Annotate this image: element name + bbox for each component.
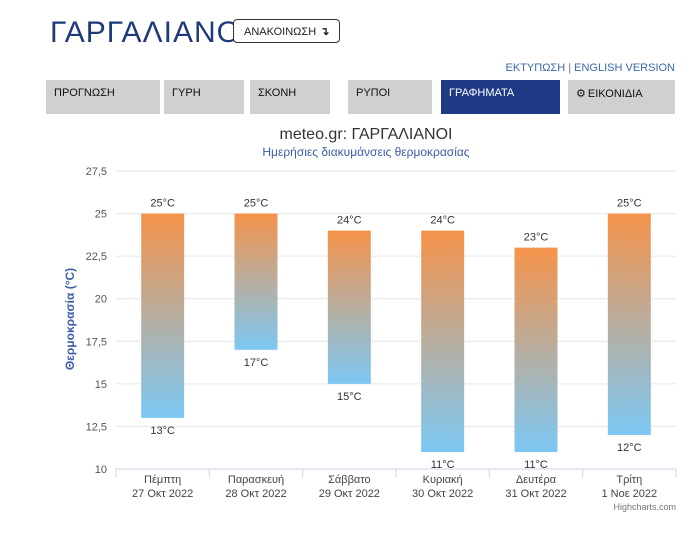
arrow-down-icon: ↴ (320, 26, 330, 38)
x-day-label: Κυριακή (423, 474, 463, 486)
y-grid (115, 170, 677, 477)
notice-button[interactable]: ΑΝΑΚΟΙΝΩΣΗ ↴ (233, 19, 341, 43)
high-label: 24°C (337, 215, 362, 227)
x-day-label: Παρασκευή (228, 474, 284, 486)
tab-icons[interactable]: ⚙ ΕΙΚΟΝΙΔΙΑ (568, 80, 675, 114)
tab-label: ΠΡΟΓΝΩΣΗ (54, 87, 115, 99)
low-label: 13°C (150, 425, 175, 437)
temperature-bar (327, 230, 371, 384)
y-tick-labels: 10 12,5 15 17,5 20 22,5 25 27,5 (86, 166, 107, 476)
bars: 25°C 13°C 25°C 17°C 24°C 15°C 24°C 11°C 23°C 11°C… (141, 198, 651, 471)
low-label: 15°C (337, 391, 362, 403)
low-label: 17°C (244, 357, 269, 369)
tab-label: ΓΡΑΦΗΜΑΤΑ (449, 87, 515, 99)
temperature-bar (421, 230, 465, 452)
tab-charts[interactable]: ΓΡΑΦΗΜΑΤΑ (441, 80, 560, 114)
english-version-link[interactable]: ENGLISH VERSION (574, 62, 675, 74)
high-label: 24°C (430, 215, 455, 227)
x-date-label: 30 Οκτ 2022 (412, 488, 473, 500)
x-day-label: Δευτέρα (516, 474, 557, 486)
page-title: ΓΑΡΓΑΛΙΑΝΟΙ (50, 16, 251, 49)
tab-forecast[interactable]: ΠΡΟΓΝΩΣΗ (46, 80, 160, 114)
notice-button-label: ΑΝΑΚΟΙΝΩΣΗ (244, 26, 317, 38)
x-day-label: Σάββατο (328, 474, 370, 486)
y-tick-label: 10 (95, 464, 107, 476)
y-tick-label: 15 (95, 379, 107, 391)
temperature-bar (234, 213, 278, 350)
x-date-label: 28 Οκτ 2022 (225, 488, 286, 500)
temperature-bar (514, 247, 558, 452)
temperature-bar (607, 213, 651, 435)
y-tick-label: 20 (95, 294, 107, 306)
credits: Highcharts.com (613, 502, 676, 512)
x-tick-labels: Πέμπτη 27 Οκτ 2022 Παρασκευή 28 Οκτ 2022 Σάβ… (132, 474, 657, 500)
tab-label: ΣΚΟΝΗ (258, 87, 297, 99)
tab-label: ΓΥΡΗ (172, 87, 201, 99)
y-tick-label: 12,5 (86, 421, 107, 433)
low-label: 12°C (617, 442, 642, 454)
y-tick-label: 17,5 (86, 336, 107, 348)
temperature-chart: meteo.gr: ΓΑΡΓΑΛΙΑΝΟΙ Ημερήσιες διακυμάν… (63, 126, 677, 512)
tab-label: ΡΥΠΟΙ (356, 87, 391, 99)
print-link[interactable]: ΕΚΤΥΠΩΣΗ (505, 62, 566, 74)
high-label: 25°C (150, 198, 175, 210)
gear-icon: ⚙ (576, 88, 586, 100)
low-label: 11°C (431, 459, 455, 471)
tab-pollutants[interactable]: ΡΥΠΟΙ (348, 80, 432, 114)
x-day-label: Τρίτη (616, 474, 642, 486)
high-label: 25°C (617, 198, 642, 210)
tab-dust[interactable]: ΣΚΟΝΗ (250, 80, 330, 114)
link-separator: | (568, 62, 572, 74)
low-label: 11°C (524, 459, 548, 471)
y-tick-label: 27,5 (86, 166, 107, 178)
x-date-label: 29 Οκτ 2022 (319, 488, 380, 500)
chart-title: meteo.gr: ΓΑΡΓΑΛΙΑΝΟΙ (280, 126, 453, 143)
temperature-bar (141, 213, 185, 418)
tab-bar: ΠΡΟΓΝΩΣΗ ΓΥΡΗ ΣΚΟΝΗ ΡΥΠΟΙ ΓΡΑΦΗΜΑΤΑ ⚙ ΕΙΚ… (46, 80, 675, 114)
x-date-label: 1 Νοε 2022 (601, 488, 657, 500)
tab-pollen[interactable]: ΓΥΡΗ (164, 80, 244, 114)
chart-subtitle: Ημερήσιες διακυμάνσεις θερμοκρασίας (262, 145, 469, 159)
tab-label: ΕΙΚΟΝΙΔΙΑ (587, 88, 643, 100)
y-tick-label: 22,5 (86, 251, 107, 263)
y-axis-label: Θερμοκρασία (°C) (63, 268, 77, 370)
x-date-label: 27 Οκτ 2022 (132, 488, 193, 500)
x-date-label: 31 Οκτ 2022 (505, 488, 566, 500)
x-day-label: Πέμπτη (144, 474, 181, 486)
high-label: 25°C (244, 198, 269, 210)
top-links: ΕΚΤΥΠΩΣΗ | ENGLISH VERSION (506, 62, 675, 74)
high-label: 23°C (524, 232, 549, 244)
y-tick-label: 25 (95, 209, 107, 221)
